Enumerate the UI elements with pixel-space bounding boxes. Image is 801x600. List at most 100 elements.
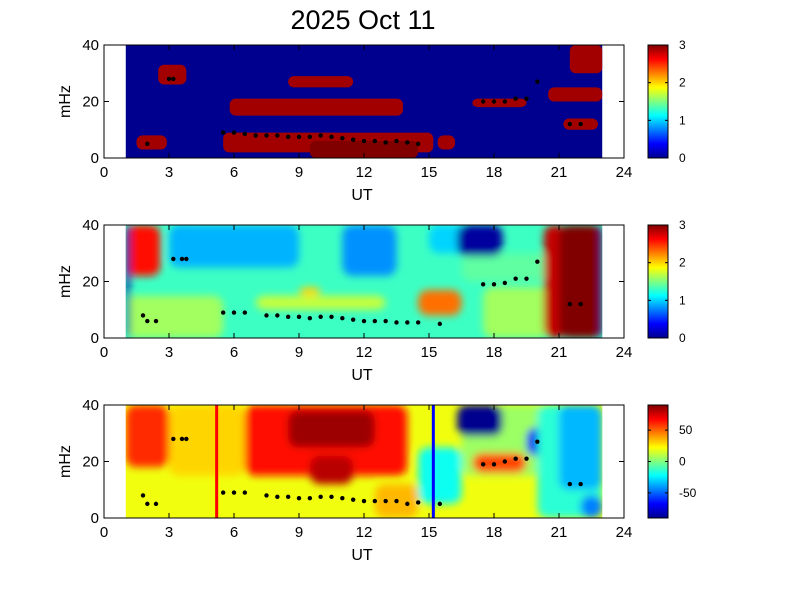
peak-marker bbox=[242, 490, 248, 495]
peak-marker bbox=[535, 79, 540, 84]
colorbar-tick-label: 0 bbox=[679, 455, 686, 469]
heatmap-region bbox=[342, 225, 397, 276]
colorbar bbox=[647, 224, 669, 339]
peak-marker bbox=[307, 316, 313, 321]
peak-marker bbox=[350, 137, 356, 142]
peak-marker bbox=[275, 133, 280, 138]
colorbar-tick-label: 3 bbox=[679, 218, 686, 232]
x-tick-label: 3 bbox=[165, 344, 173, 361]
x-tick-label: 0 bbox=[100, 164, 108, 181]
peak-marker bbox=[383, 318, 388, 324]
event-line bbox=[215, 405, 219, 518]
heatmap-region bbox=[437, 135, 455, 150]
x-tick-label: 6 bbox=[230, 344, 238, 361]
heatmap bbox=[125, 405, 603, 518]
heatmap-region bbox=[418, 447, 462, 504]
peak-marker bbox=[340, 136, 345, 141]
y-axis-label: mHz bbox=[57, 85, 74, 118]
peak-marker bbox=[184, 436, 189, 442]
peak-marker bbox=[361, 138, 367, 144]
peak-marker bbox=[372, 138, 378, 144]
peak-marker bbox=[275, 494, 280, 500]
peak-marker bbox=[437, 321, 443, 327]
peak-marker bbox=[394, 320, 399, 325]
peak-marker bbox=[329, 134, 334, 140]
y-tick-label: 40 bbox=[82, 397, 99, 414]
x-tick-label: 15 bbox=[421, 524, 438, 541]
colorbar-tick-label: 1 bbox=[679, 293, 686, 307]
colorbar-tick-label: 0 bbox=[679, 331, 686, 345]
peak-marker bbox=[318, 133, 323, 138]
event-line bbox=[431, 405, 435, 518]
peak-marker bbox=[171, 76, 176, 82]
peak-marker bbox=[166, 76, 172, 82]
peak-marker bbox=[350, 317, 356, 322]
peak-marker bbox=[171, 256, 176, 262]
x-axis-label: UT bbox=[351, 367, 373, 384]
x-axis-label: UT bbox=[351, 547, 373, 564]
colorbar-tick-label: 1 bbox=[679, 113, 686, 127]
peak-marker bbox=[567, 301, 573, 307]
x-tick-label: 15 bbox=[421, 344, 438, 361]
y-tick-label: 40 bbox=[82, 217, 99, 234]
peak-marker bbox=[383, 498, 388, 504]
peak-marker bbox=[372, 318, 378, 324]
heatmap-region bbox=[169, 225, 299, 268]
x-tick-label: 21 bbox=[551, 164, 568, 181]
peak-marker bbox=[179, 256, 185, 262]
peak-marker bbox=[179, 436, 185, 442]
peak-marker bbox=[285, 314, 291, 320]
peak-marker bbox=[578, 481, 583, 487]
x-tick-label: 12 bbox=[356, 164, 373, 181]
x-tick-label: 9 bbox=[295, 344, 303, 361]
heatmap-region bbox=[125, 405, 169, 468]
colorbar-tick-label: 2 bbox=[679, 256, 686, 270]
x-tick-label: 24 bbox=[616, 164, 633, 181]
x-tick-label: 0 bbox=[100, 524, 108, 541]
peak-marker bbox=[372, 498, 378, 504]
peak-marker bbox=[480, 99, 486, 104]
peak-marker bbox=[524, 276, 529, 281]
peak-marker bbox=[405, 140, 410, 145]
x-tick-label: 3 bbox=[165, 164, 173, 181]
peak-marker bbox=[502, 280, 508, 286]
peak-marker bbox=[480, 462, 486, 467]
heatmap-region bbox=[255, 295, 386, 310]
heatmap-region bbox=[125, 225, 130, 338]
y-tick-label: 0 bbox=[91, 150, 99, 167]
peak-marker bbox=[264, 313, 269, 318]
y-tick-label: 20 bbox=[82, 274, 99, 291]
x-tick-label: 12 bbox=[356, 524, 373, 541]
peak-marker bbox=[329, 494, 334, 500]
peak-marker bbox=[394, 498, 399, 504]
peak-marker bbox=[502, 459, 508, 464]
peak-marker bbox=[567, 481, 573, 487]
heatmap-region bbox=[548, 87, 603, 102]
figure-title: 2025 Oct 11 bbox=[290, 5, 435, 35]
heatmap-region bbox=[580, 495, 603, 518]
peak-marker bbox=[491, 282, 497, 287]
colorbar-tick-label: 3 bbox=[679, 38, 686, 52]
peak-marker bbox=[578, 121, 583, 127]
peak-marker bbox=[171, 436, 176, 442]
colorbar-tick-label: 50 bbox=[679, 423, 693, 437]
peak-marker bbox=[307, 134, 313, 140]
colorbar-tick-label: 0 bbox=[679, 151, 686, 165]
heatmap-region bbox=[461, 253, 549, 282]
panel-3: 0 3 6 9 12 15 18 21 24 0 20 40 UT mHz 50 0 -50 bbox=[57, 397, 697, 564]
x-tick-label: 18 bbox=[486, 164, 503, 181]
x-tick-label: 0 bbox=[100, 344, 108, 361]
heatmap-region bbox=[559, 405, 603, 490]
x-tick-label: 3 bbox=[165, 524, 173, 541]
heatmap-region bbox=[125, 295, 224, 338]
peak-marker bbox=[285, 134, 291, 140]
x-tick-label: 6 bbox=[230, 524, 238, 541]
heatmap-region bbox=[288, 76, 354, 88]
peak-marker bbox=[231, 310, 237, 315]
y-axis-label: mHz bbox=[57, 265, 74, 298]
peak-marker bbox=[145, 501, 150, 507]
peak-marker bbox=[535, 439, 540, 444]
x-tick-label: 12 bbox=[356, 344, 373, 361]
